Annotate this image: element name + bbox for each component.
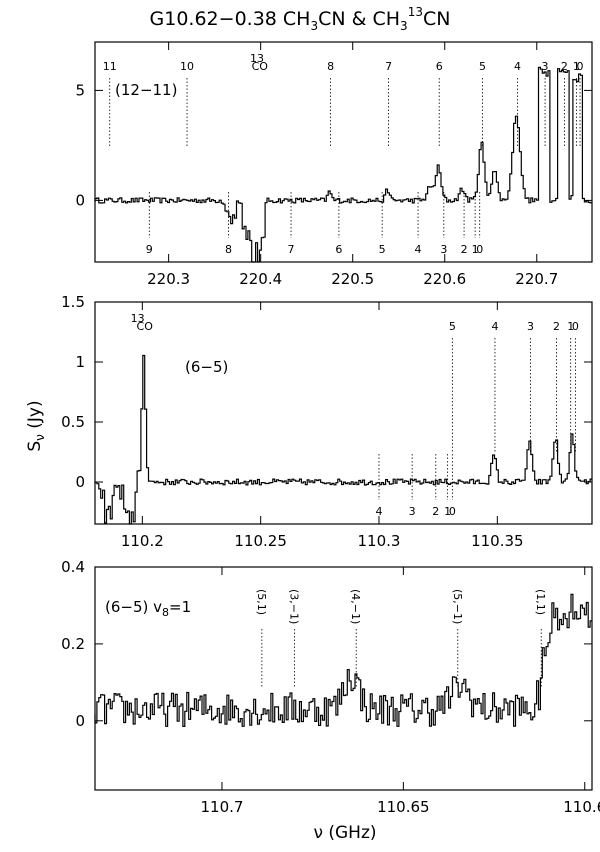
x-tick-label: 220.5 [331,270,374,288]
x-tick-label: 220.7 [515,270,558,288]
line-marker-label: 13 [131,312,145,325]
x-tick-label: 110.7 [200,798,243,816]
line-marker-label: 7 [385,60,392,73]
x-tick-label: 110.35 [471,532,524,550]
line-marker-label-lower: 4 [415,243,422,256]
panel-label: (12−11) [115,81,177,99]
line-marker-label-lower: 2 [432,505,439,518]
line-marker-label: 0 [572,320,579,333]
y-tick-label: 5 [75,81,85,99]
line-marker-label: 11 [103,60,117,73]
line-marker-label: (3,−1) [288,589,301,624]
line-marker-label-lower: 2 [461,243,468,256]
y-tick-label: 1.5 [61,293,85,311]
panel-label: (6−5) [185,358,228,376]
line-marker-label-lower: 6 [335,243,342,256]
panel-label: (6−5) v8=1 [105,598,191,619]
line-marker-label-lower: 3 [440,243,447,256]
panel-ch3cn-6-5-v8: 110.7 110.65 110.6 0 0.2 0.4 (6−5) v8=1 (5,1) (3… [61,558,600,816]
x-tick-label: 110.6 [563,798,600,816]
x-tick-label: 220.4 [239,270,282,288]
x-tick-label: 220.3 [147,270,190,288]
line-marker-label: 4 [491,320,498,333]
line-marker-label: (1,1) [534,589,547,615]
line-marker-label: (5,1) [255,589,268,615]
y-tick-label: 0.5 [61,413,85,431]
y-tick-label: 0 [75,473,85,491]
line-marker-label: 1 [567,320,574,333]
line-marker-label: 4 [514,60,521,73]
line-marker-label: 0 [577,60,584,73]
line-marker-label: 3 [542,60,549,73]
line-marker-label-lower: 0 [449,505,456,518]
y-axis-label: Sν (Jy) [25,400,47,451]
line-marker-label: 8 [327,60,334,73]
y-tick-label: 0.4 [61,558,85,576]
spectrum-line [94,66,592,263]
x-tick-label: 110.25 [234,532,287,550]
line-marker-label: CO [137,320,154,333]
y-tick-label: 0 [75,712,85,730]
x-tick-label: 110.2 [121,532,164,550]
line-marker-label-lower: 9 [146,243,153,256]
line-marker-label: (5,−1) [451,589,464,624]
line-marker-label-lower: 3 [409,505,416,518]
line-marker-label: (4,−1) [349,589,362,624]
line-marker-label: 3 [527,320,534,333]
line-marker-label-lower: 5 [379,243,386,256]
line-marker-label-lower: 1 [444,505,451,518]
plot-frame [94,41,593,263]
line-marker-label: 10 [180,60,194,73]
y-tick-label: 1 [75,353,85,371]
line-marker-label-lower: 8 [225,243,232,256]
spectrum-line [94,354,592,525]
y-tick-label: 0 [75,191,85,209]
plot-frame [94,566,593,791]
spectrum-line [94,593,592,727]
panel-ch3cn-12-11: 220.3 220.4 220.5 220.6 220.705 (12−11)11 1013… [75,41,593,288]
line-marker-label: 1 [573,60,580,73]
y-tick-label: 0.2 [61,635,85,653]
plot-frame [94,301,593,525]
x-tick-label: 110.65 [377,798,430,816]
line-marker-label-lower: 1 [472,243,479,256]
line-marker-label: 2 [561,60,568,73]
figure-title: G10.62−0.38 CH3CN & CH313CN [150,5,451,33]
x-tick-label: 110.3 [358,532,401,550]
line-marker-label-lower: 7 [288,243,295,256]
line-marker-label: 13 [250,52,264,65]
line-marker-label: CO [252,60,269,73]
line-marker-label: 6 [436,60,443,73]
line-marker-label: 5 [449,320,456,333]
line-marker-label: 5 [479,60,486,73]
line-marker-label-lower: 0 [476,243,483,256]
x-axis-label: ν (GHz) [313,823,376,843]
x-tick-label: 220.6 [423,270,466,288]
line-marker-label: 2 [553,320,560,333]
line-marker-label-lower: 4 [376,505,383,518]
